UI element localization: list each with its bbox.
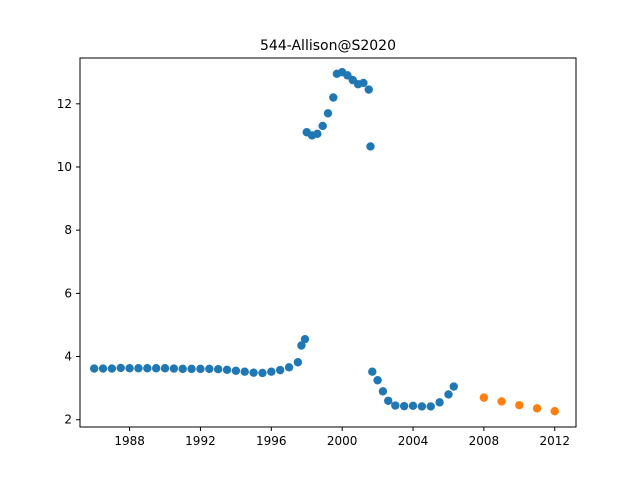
data-point-series-0 bbox=[444, 390, 453, 399]
data-point-series-0 bbox=[368, 367, 377, 376]
y-tick-label: 10 bbox=[57, 160, 72, 174]
data-point-series-0 bbox=[240, 367, 249, 376]
data-point-series-1 bbox=[497, 397, 506, 406]
data-point-series-0 bbox=[196, 364, 205, 374]
data-point-series-0 bbox=[107, 364, 117, 373]
x-tick-label: 1992 bbox=[185, 434, 216, 448]
x-tick-label: 1988 bbox=[114, 434, 145, 448]
data-point-series-0 bbox=[169, 364, 179, 373]
data-point-series-0 bbox=[258, 368, 267, 378]
data-point-series-0 bbox=[408, 401, 418, 411]
y-tick-label: 6 bbox=[64, 286, 72, 300]
chart-title: 544-Allison@S2020 bbox=[260, 38, 396, 54]
y-tick-label: 8 bbox=[64, 223, 72, 237]
data-point-series-0 bbox=[160, 364, 170, 373]
data-point-series-0 bbox=[267, 367, 276, 376]
data-point-series-0 bbox=[318, 121, 327, 131]
data-point-series-0 bbox=[399, 401, 409, 411]
data-point-series-0 bbox=[449, 382, 458, 391]
x-tick-label: 2000 bbox=[327, 434, 358, 448]
data-point-series-0 bbox=[297, 341, 306, 350]
data-point-series-0 bbox=[435, 398, 444, 407]
data-point-series-0 bbox=[222, 365, 232, 375]
data-point-series-0 bbox=[359, 78, 368, 88]
data-point-series-0 bbox=[125, 364, 134, 373]
data-point-series-0 bbox=[313, 129, 322, 139]
data-point-series-0 bbox=[134, 364, 143, 373]
data-point-series-0 bbox=[151, 364, 161, 373]
data-point-series-0 bbox=[89, 364, 99, 373]
data-point-series-1 bbox=[532, 404, 542, 413]
x-tick-label: 2004 bbox=[398, 434, 429, 448]
data-point-series-0 bbox=[300, 334, 310, 344]
data-point-series-0 bbox=[275, 365, 285, 375]
y-tick-label: 12 bbox=[57, 97, 72, 111]
data-point-series-0 bbox=[373, 376, 382, 385]
data-point-series-0 bbox=[116, 363, 125, 373]
y-tick-label: 4 bbox=[64, 350, 72, 364]
data-point-series-0 bbox=[231, 366, 241, 375]
data-point-series-0 bbox=[329, 93, 338, 102]
axes: 1988 1992 1996 2000 2004 2008 2012 2 4 6 8 10 12 bbox=[57, 57, 577, 448]
data-point-series-0 bbox=[378, 387, 388, 396]
plot-area bbox=[89, 68, 559, 416]
data-point-series-0 bbox=[205, 364, 214, 374]
data-point-series-0 bbox=[384, 396, 393, 405]
data-point-series-0 bbox=[293, 358, 303, 367]
data-point-series-0 bbox=[364, 85, 373, 94]
x-tick-label: 1996 bbox=[256, 434, 287, 448]
data-point-series-0 bbox=[284, 363, 294, 372]
data-point-series-0 bbox=[178, 364, 187, 374]
data-point-series-0 bbox=[213, 364, 223, 374]
data-point-series-0 bbox=[98, 364, 108, 373]
data-point-series-0 bbox=[187, 364, 196, 374]
axes-frame bbox=[79, 57, 577, 428]
x-tick-label: 2008 bbox=[469, 434, 500, 448]
data-point-series-0 bbox=[323, 109, 333, 118]
y-tick-label: 2 bbox=[64, 413, 72, 427]
data-point-series-0 bbox=[417, 402, 427, 411]
data-point-series-0 bbox=[143, 364, 152, 373]
data-point-series-0 bbox=[366, 142, 375, 151]
data-point-series-0 bbox=[249, 368, 258, 377]
data-point-series-1 bbox=[479, 393, 489, 402]
data-point-series-1 bbox=[515, 401, 524, 410]
data-point-series-1 bbox=[550, 407, 559, 416]
data-point-series-0 bbox=[391, 401, 400, 410]
x-tick-label: 2012 bbox=[539, 434, 570, 448]
data-point-series-0 bbox=[426, 402, 435, 411]
